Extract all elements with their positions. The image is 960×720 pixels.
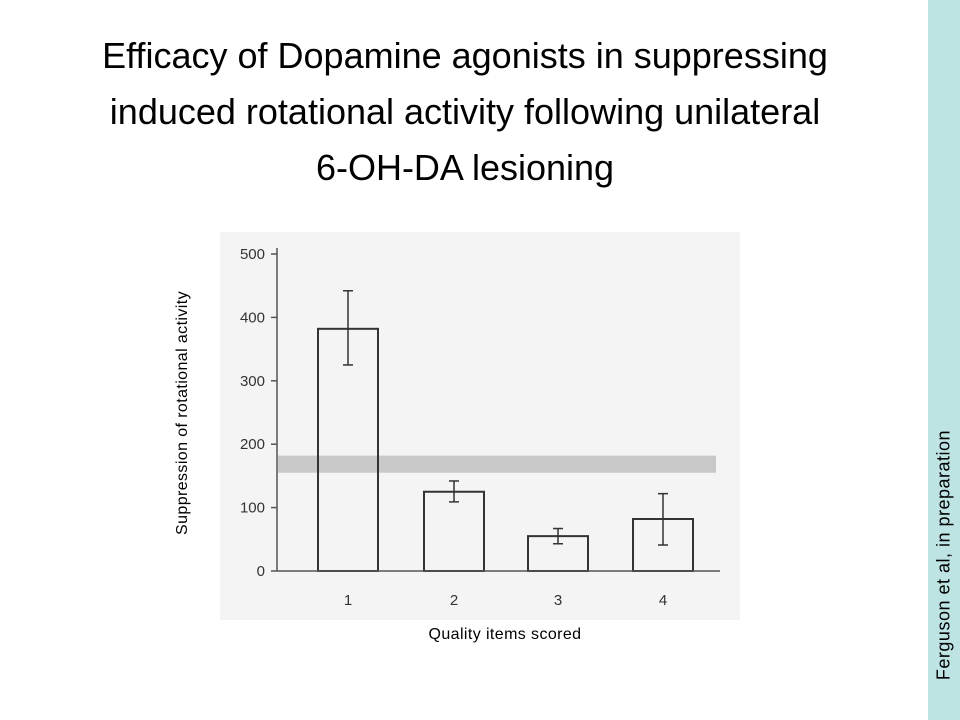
x-tick-label: 3 bbox=[554, 592, 562, 609]
title-line: induced rotational activity following un… bbox=[109, 91, 821, 132]
bar bbox=[423, 490, 485, 572]
y-tick-label: 200 bbox=[240, 436, 265, 453]
y-tick-label: 300 bbox=[240, 373, 265, 390]
y-tick-label: 400 bbox=[240, 309, 265, 326]
reference-band bbox=[278, 455, 716, 473]
y-tick-label: 0 bbox=[257, 563, 265, 580]
plot-background bbox=[220, 232, 740, 620]
title-line: 6-OH-DA lesioning bbox=[315, 147, 615, 188]
side-band bbox=[928, 0, 960, 720]
y-tick-label: 100 bbox=[240, 500, 265, 517]
x-tick-label: 1 bbox=[344, 592, 352, 609]
x-axis-label: Quality items scored bbox=[428, 626, 582, 643]
y-tick-label: 500 bbox=[240, 246, 265, 263]
title-line: Efficacy of Dopamine agonists in suppres… bbox=[102, 35, 828, 76]
y-axis-label: Suppression of rotational activity bbox=[174, 291, 191, 535]
x-tick-label: 2 bbox=[450, 592, 458, 609]
slide-title: Efficacy of Dopamine agonists in suppres… bbox=[0, 28, 930, 196]
x-tick-label: 4 bbox=[659, 592, 667, 609]
